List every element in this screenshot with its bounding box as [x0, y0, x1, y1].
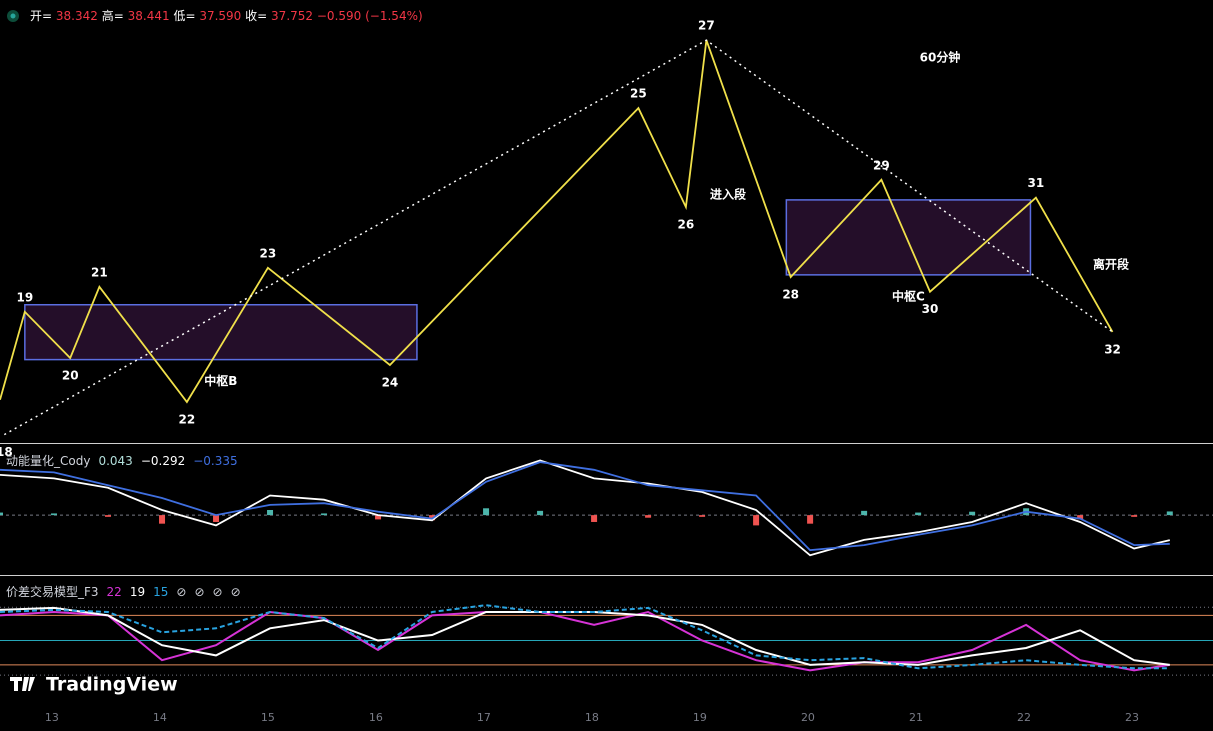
change: −0.590	[317, 9, 361, 23]
histogram-bar	[1131, 515, 1138, 517]
histogram-bar	[1166, 511, 1173, 516]
ohlc-label: 开=	[30, 9, 52, 23]
x-tick-label: 23	[1125, 711, 1139, 724]
pivot-label: 27	[698, 19, 715, 33]
x-tick-label: 20	[801, 711, 815, 724]
histogram-bar	[159, 515, 166, 524]
legend-icon: ⊘	[213, 585, 223, 599]
x-tick-label: 19	[693, 711, 707, 724]
histogram-bar	[51, 513, 58, 516]
pivot-label: 21	[91, 265, 108, 279]
annotation: 离开段	[1093, 257, 1130, 272]
histogram-bar	[213, 515, 220, 522]
ohlc-value: 37.590	[199, 9, 241, 23]
legend-value: −0.335	[193, 454, 237, 468]
watermark: TradingView	[46, 674, 178, 696]
ohlc-value: 38.342	[56, 9, 98, 23]
oscillator-line	[0, 610, 1170, 672]
histogram-bar	[105, 515, 112, 517]
histogram-bar	[483, 508, 490, 516]
change-pct: (−1.54%)	[365, 9, 423, 23]
histogram-bar	[537, 510, 544, 516]
histogram-bar	[807, 515, 814, 524]
legend-title: 价差交易模型_F3	[6, 584, 99, 599]
histogram-bar	[861, 510, 868, 516]
histogram-bar	[1077, 515, 1084, 520]
watermark-logo	[10, 677, 35, 691]
legend-entry: 22	[107, 585, 122, 599]
x-tick-label: 13	[45, 711, 59, 724]
legend-value: 0.043	[98, 454, 132, 468]
legend: 价差交易模型_F3 22 19 15 ⊘ ⊘ ⊘ ⊘	[6, 584, 241, 599]
x-tick-label: 14	[153, 711, 167, 724]
histogram-bar	[915, 512, 922, 516]
pivot-label: 24	[382, 376, 399, 390]
x-tick-label: 18	[585, 711, 599, 724]
legend-title: 动能量化_Cody	[6, 454, 90, 468]
zigzag-line	[0, 39, 1114, 404]
zone-label: 中枢C	[892, 288, 925, 303]
annotation: 进入段	[710, 187, 747, 202]
pivot-label: 31	[1028, 176, 1045, 190]
histogram-bar	[267, 510, 274, 516]
pivot-label: 23	[260, 246, 277, 260]
ohlc-label: 收=	[245, 9, 267, 23]
histogram-bar	[321, 513, 328, 516]
zone-label: 中枢B	[204, 373, 237, 388]
x-tick-label: 17	[477, 711, 491, 724]
zone	[785, 199, 1032, 276]
x-tick-label: 21	[909, 711, 923, 724]
pivot-label: 26	[678, 217, 695, 231]
indicator-line	[0, 459, 1171, 557]
oscillator-line	[0, 604, 1170, 670]
chart-title: 60分钟	[920, 50, 961, 65]
histogram-bar	[969, 511, 976, 516]
pivot-label: 22	[179, 412, 196, 426]
pivot-label: 28	[782, 288, 799, 302]
histogram-bar	[0, 512, 3, 516]
x-tick-label: 15	[261, 711, 275, 724]
histogram-bar	[645, 515, 652, 518]
pivot-label: 18	[0, 445, 13, 459]
legend: 动能量化_Cody 0.043 −0.292 −0.335	[6, 454, 238, 468]
histogram-bar	[699, 515, 706, 517]
histogram-bar	[591, 515, 598, 522]
legend-entry: 19	[130, 585, 145, 599]
legend-value: −0.292	[141, 454, 185, 468]
header: 开= 38.342 高= 38.441 低= 37.590 收= 37.752 …	[30, 8, 423, 23]
legend-icon: ⊘	[176, 585, 186, 599]
ohlc-label: 低=	[173, 9, 195, 23]
legend-icon: ⊘	[194, 585, 204, 599]
histogram-bar	[375, 515, 382, 520]
indicator-line	[0, 461, 1170, 552]
zone	[24, 303, 418, 361]
pivot-label: 19	[16, 290, 33, 304]
legend-entry: 15	[153, 585, 168, 599]
ohlc-value: 38.441	[128, 9, 170, 23]
x-tick-label: 22	[1017, 711, 1031, 724]
pivot-label: 25	[630, 87, 647, 101]
x-tick-label: 16	[369, 711, 383, 724]
ohlc-label: 高=	[102, 8, 124, 23]
histogram-bar	[753, 515, 760, 526]
trend-line	[3, 39, 1113, 436]
legend-icon: ⊘	[231, 585, 241, 599]
pivot-label: 32	[1104, 342, 1121, 356]
pivot-label: 30	[922, 302, 939, 316]
ohlc-value: 37.752	[271, 9, 313, 23]
pivot-label: 20	[62, 368, 79, 382]
status-dot	[10, 13, 16, 19]
